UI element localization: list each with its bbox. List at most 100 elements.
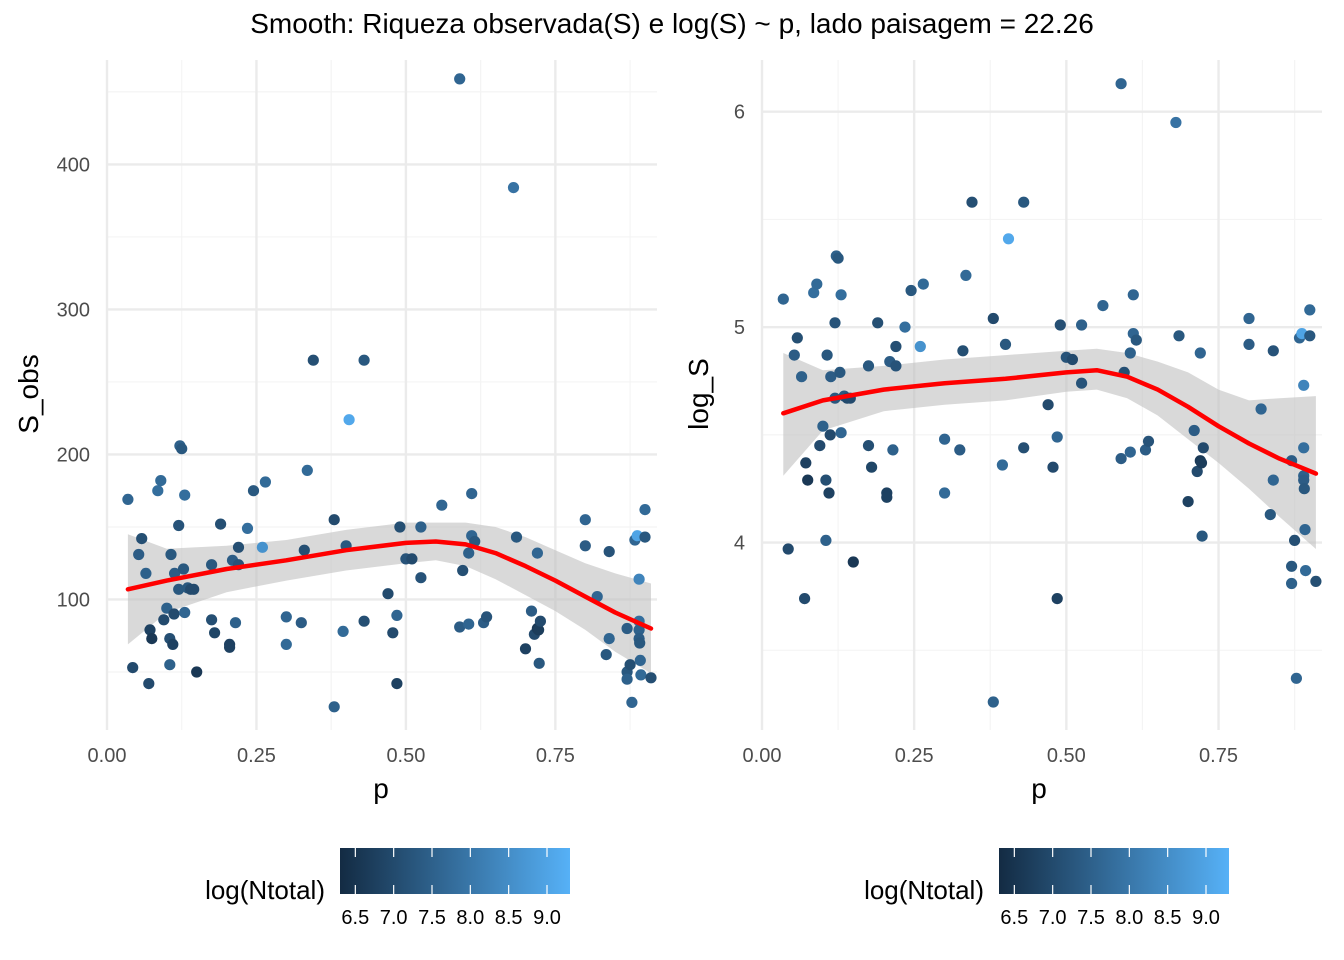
data-point bbox=[358, 354, 370, 366]
chart-title: Smooth: Riqueza observada(S) e log(S) ~ … bbox=[250, 8, 1094, 39]
left-confidence-band bbox=[127, 522, 651, 674]
data-point bbox=[136, 533, 148, 545]
data-point bbox=[144, 624, 156, 636]
legend-tick-label: 8.0 bbox=[1115, 907, 1143, 929]
y-tick-label: 4 bbox=[734, 533, 745, 555]
data-point bbox=[890, 360, 902, 372]
data-point bbox=[229, 617, 242, 629]
right-legend-title: log(Ntotal) bbox=[864, 875, 984, 905]
data-point bbox=[158, 614, 170, 626]
data-point bbox=[890, 340, 902, 353]
data-point bbox=[824, 429, 836, 441]
data-point bbox=[808, 287, 820, 299]
data-point bbox=[206, 614, 218, 626]
data-point bbox=[169, 567, 181, 580]
data-point bbox=[782, 543, 794, 555]
data-point bbox=[206, 559, 218, 571]
data-point bbox=[280, 638, 292, 651]
data-point bbox=[791, 332, 803, 344]
data-point bbox=[829, 317, 841, 329]
data-point bbox=[1066, 353, 1078, 366]
right-x-tick-labels: 0.00 0.25 0.50 0.75 bbox=[743, 745, 1238, 767]
data-point bbox=[634, 654, 646, 667]
data-point bbox=[1194, 347, 1206, 359]
data-point bbox=[209, 627, 221, 639]
data-point bbox=[621, 673, 633, 685]
data-point bbox=[481, 611, 493, 623]
right-panel: 0.00 0.25 0.50 0.75 4 5 6 p log_S bbox=[683, 60, 1322, 804]
left-grid bbox=[105, 60, 657, 730]
left-legend-ticks: 6.5 7.0 7.5 8.0 8.5 9.0 bbox=[341, 848, 561, 929]
data-point bbox=[436, 499, 448, 511]
data-point bbox=[394, 521, 406, 533]
data-point bbox=[387, 627, 399, 639]
data-point bbox=[525, 605, 538, 617]
x-tick-label: 0.25 bbox=[237, 745, 276, 767]
smooth-line bbox=[781, 367, 1319, 476]
data-point bbox=[960, 269, 972, 281]
data-point bbox=[603, 633, 615, 645]
data-point bbox=[241, 522, 254, 535]
data-point bbox=[645, 672, 657, 684]
data-point bbox=[1047, 461, 1059, 473]
legend-tick-label: 8.5 bbox=[1154, 907, 1182, 929]
data-point bbox=[391, 678, 403, 690]
data-point bbox=[639, 504, 651, 516]
data-point bbox=[996, 459, 1009, 471]
right-y-tick-labels: 4 5 6 bbox=[734, 102, 745, 555]
legend-tick-label: 7.0 bbox=[1039, 907, 1067, 929]
data-point bbox=[454, 73, 466, 85]
y-tick-label: 400 bbox=[57, 154, 90, 176]
data-point bbox=[820, 534, 832, 547]
data-point bbox=[905, 284, 917, 297]
data-point bbox=[259, 476, 271, 488]
x-tick-label: 0.75 bbox=[1199, 745, 1238, 767]
data-point bbox=[802, 474, 814, 486]
data-point bbox=[133, 548, 145, 561]
data-point bbox=[179, 489, 191, 501]
data-point bbox=[579, 514, 591, 526]
smooth-line bbox=[125, 539, 654, 631]
data-point bbox=[603, 546, 615, 558]
y-tick-label: 6 bbox=[734, 102, 745, 124]
data-point bbox=[823, 487, 835, 499]
data-point bbox=[621, 622, 633, 635]
left-y-tick-labels: 100 200 300 400 bbox=[57, 154, 90, 611]
data-point bbox=[247, 485, 260, 497]
data-point bbox=[463, 618, 475, 630]
data-point bbox=[939, 433, 951, 445]
x-tick-label: 0.50 bbox=[386, 745, 425, 767]
data-point bbox=[811, 278, 823, 290]
data-point bbox=[127, 662, 139, 674]
data-point bbox=[143, 678, 155, 690]
data-point bbox=[799, 593, 811, 605]
data-point bbox=[533, 624, 545, 636]
legend-tick-label: 7.0 bbox=[380, 907, 408, 929]
data-point bbox=[337, 625, 349, 638]
data-point bbox=[173, 519, 185, 532]
data-point bbox=[777, 293, 789, 305]
data-point bbox=[1115, 78, 1127, 90]
data-point bbox=[191, 666, 203, 678]
legend-tick-label: 6.5 bbox=[1000, 907, 1028, 929]
data-point bbox=[1051, 593, 1063, 605]
data-point bbox=[1298, 483, 1310, 495]
data-point bbox=[917, 278, 929, 290]
left-points bbox=[122, 73, 657, 713]
y-tick-label: 100 bbox=[57, 589, 90, 611]
data-point bbox=[510, 531, 523, 543]
right-smooth-line bbox=[781, 367, 1319, 476]
data-point bbox=[847, 556, 859, 568]
left-y-axis-label: S_obs bbox=[13, 354, 44, 433]
data-point bbox=[881, 491, 893, 503]
data-point bbox=[633, 573, 645, 585]
left-color-legend: log(Ntotal) 6.5 7.0 7.5 8.0 8.5 9.0 bbox=[205, 848, 570, 929]
data-point bbox=[307, 354, 319, 366]
data-point bbox=[168, 608, 180, 620]
y-tick-label: 200 bbox=[57, 444, 90, 466]
data-point bbox=[1173, 330, 1185, 342]
data-point bbox=[999, 338, 1012, 350]
data-point bbox=[1124, 347, 1136, 359]
data-point bbox=[1299, 524, 1311, 536]
